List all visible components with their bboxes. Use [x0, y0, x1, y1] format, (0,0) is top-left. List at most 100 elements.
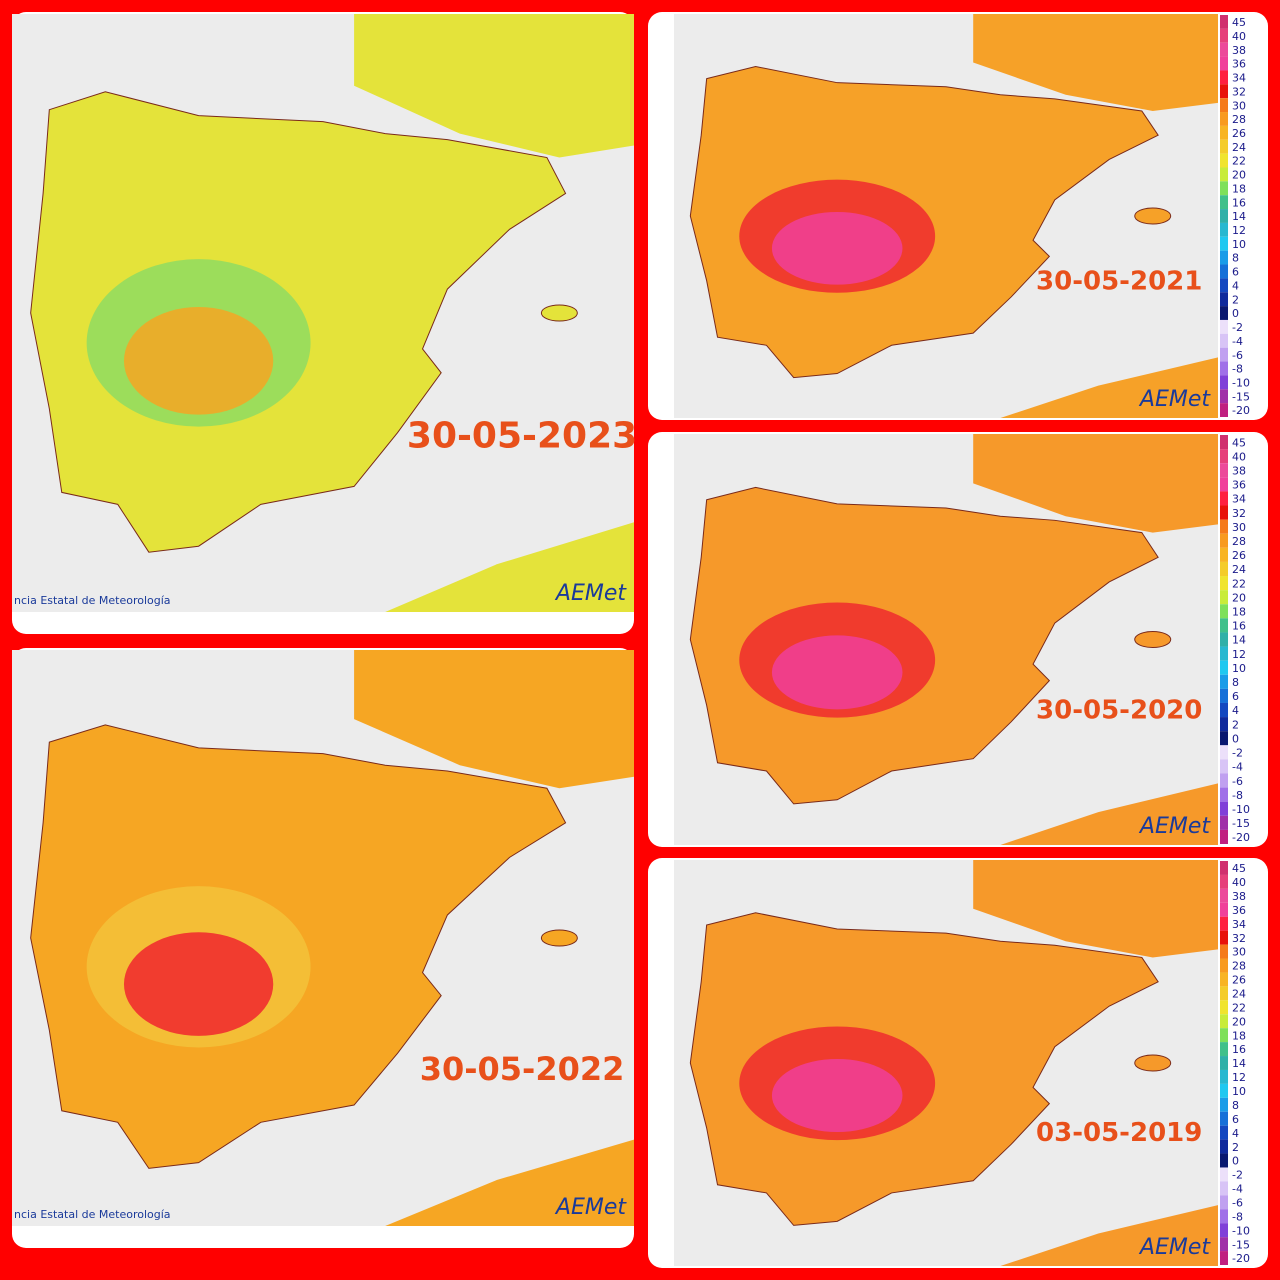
- legend-swatch: [1220, 1069, 1228, 1084]
- legend-label: 45: [1232, 16, 1246, 29]
- legend-label: -8: [1232, 363, 1243, 376]
- legend-label: 36: [1232, 904, 1246, 917]
- logo: AEMet: [554, 581, 627, 606]
- legend-swatch: [1220, 618, 1228, 633]
- legend-swatch: [1220, 278, 1228, 293]
- legend-swatch: [1220, 930, 1228, 945]
- legend-label: 20: [1232, 1015, 1246, 1028]
- legend-swatch: [1220, 958, 1228, 973]
- legend-swatch: [1220, 815, 1228, 830]
- legend-swatch: [1220, 1111, 1228, 1126]
- legend-label: -10: [1232, 377, 1250, 390]
- date-label: 03-05-2019: [1036, 1118, 1202, 1148]
- temperature-zone: [771, 1058, 903, 1133]
- legend-label: 6: [1232, 1113, 1239, 1126]
- land-africa: [1000, 1205, 1218, 1266]
- legend-label: 2: [1232, 1141, 1239, 1154]
- legend-label: 30: [1232, 946, 1246, 959]
- legend-label: 32: [1232, 85, 1246, 98]
- legend-swatch: [1220, 986, 1228, 1001]
- legend-swatch: [1220, 70, 1228, 85]
- legend-swatch: [1220, 505, 1228, 520]
- legend-label: 4: [1232, 1127, 1239, 1140]
- island: [1134, 207, 1172, 225]
- legend-label: -4: [1232, 761, 1243, 774]
- legend-label: 18: [1232, 606, 1246, 619]
- legend-label: 12: [1232, 648, 1246, 661]
- legend-label: 0: [1232, 732, 1239, 745]
- map-panel: 30-05-2021AEMet4540383634323028262422201…: [648, 12, 1268, 420]
- legend-swatch: [1220, 28, 1228, 43]
- legend-swatch: [1220, 773, 1228, 788]
- legend-label: 30: [1232, 521, 1246, 534]
- legend-label: 40: [1232, 450, 1246, 463]
- legend-swatch: [1220, 1237, 1228, 1252]
- legend-label: -10: [1232, 1224, 1250, 1237]
- legend-label: 38: [1232, 890, 1246, 903]
- legend-label: 20: [1232, 169, 1246, 182]
- legend-swatch: [1220, 902, 1228, 917]
- legend-swatch: [1220, 1251, 1228, 1265]
- legend-swatch: [1220, 759, 1228, 774]
- legend-swatch: [1220, 1195, 1228, 1210]
- legend-label: 28: [1232, 960, 1246, 973]
- legend-swatch: [1220, 688, 1228, 703]
- island: [1134, 1054, 1172, 1072]
- legend-swatch: [1220, 1042, 1228, 1057]
- legend-label: 22: [1232, 155, 1246, 168]
- temperature-zone: [771, 635, 903, 710]
- legend-label: 12: [1232, 1071, 1246, 1084]
- legend-label: 4: [1232, 279, 1239, 292]
- legend-label: -6: [1232, 775, 1243, 788]
- legend-swatch: [1220, 1223, 1228, 1238]
- legend-label: -20: [1232, 1252, 1250, 1265]
- legend-swatch: [1220, 195, 1228, 210]
- legend-swatch: [1220, 15, 1228, 29]
- legend-label: 8: [1232, 1099, 1239, 1112]
- land-africa: [1000, 783, 1218, 845]
- legend-swatch: [1220, 674, 1228, 689]
- legend-label: -8: [1232, 789, 1243, 802]
- legend-swatch: [1220, 292, 1228, 307]
- legend-label: 12: [1232, 224, 1246, 237]
- land-africa: [385, 522, 634, 612]
- legend-label: 18: [1232, 182, 1246, 195]
- legend-label: -6: [1232, 349, 1243, 362]
- legend-label: 14: [1232, 1057, 1246, 1070]
- legend-swatch: [1220, 1056, 1228, 1070]
- legend-label: 36: [1232, 58, 1246, 71]
- legend-swatch: [1220, 181, 1228, 196]
- map-panel: 30-05-2023 AEMet ncia Estatal de Meteorolo…: [12, 12, 637, 634]
- legend-swatch: [1220, 717, 1228, 732]
- legend-label: 28: [1232, 113, 1246, 126]
- legend-label: 26: [1232, 127, 1246, 140]
- legend-swatch: [1220, 702, 1228, 718]
- legend-label: -6: [1232, 1196, 1243, 1209]
- legend-label: 16: [1232, 196, 1246, 209]
- legend-label: 8: [1232, 252, 1239, 265]
- legend-swatch: [1220, 590, 1228, 605]
- legend-label: 24: [1232, 988, 1246, 1001]
- legend-swatch: [1220, 56, 1228, 71]
- land-africa: [1000, 357, 1218, 418]
- island: [1134, 631, 1172, 648]
- map-panel: 03-05-2019AEMet4540383634323028262422201…: [648, 858, 1268, 1268]
- legend-label: 4: [1232, 704, 1239, 717]
- legend-label: -2: [1232, 1169, 1243, 1182]
- legend-label: 32: [1232, 507, 1246, 520]
- legend-swatch: [1220, 319, 1228, 334]
- legend-swatch: [1220, 787, 1228, 802]
- legend-swatch: [1220, 916, 1228, 931]
- land-france: [973, 434, 1218, 533]
- legend-label: -15: [1232, 817, 1250, 830]
- legend-label: 6: [1232, 266, 1239, 279]
- legend-label: -20: [1232, 404, 1250, 417]
- legend-swatch: [1220, 972, 1228, 987]
- land-africa: [385, 1139, 634, 1226]
- legend-swatch: [1220, 1209, 1228, 1224]
- legend-swatch: [1220, 632, 1228, 647]
- legend-label: 0: [1232, 307, 1239, 320]
- legend-label: 22: [1232, 577, 1246, 590]
- legend-label: 34: [1232, 72, 1246, 85]
- legend-swatch: [1220, 888, 1228, 903]
